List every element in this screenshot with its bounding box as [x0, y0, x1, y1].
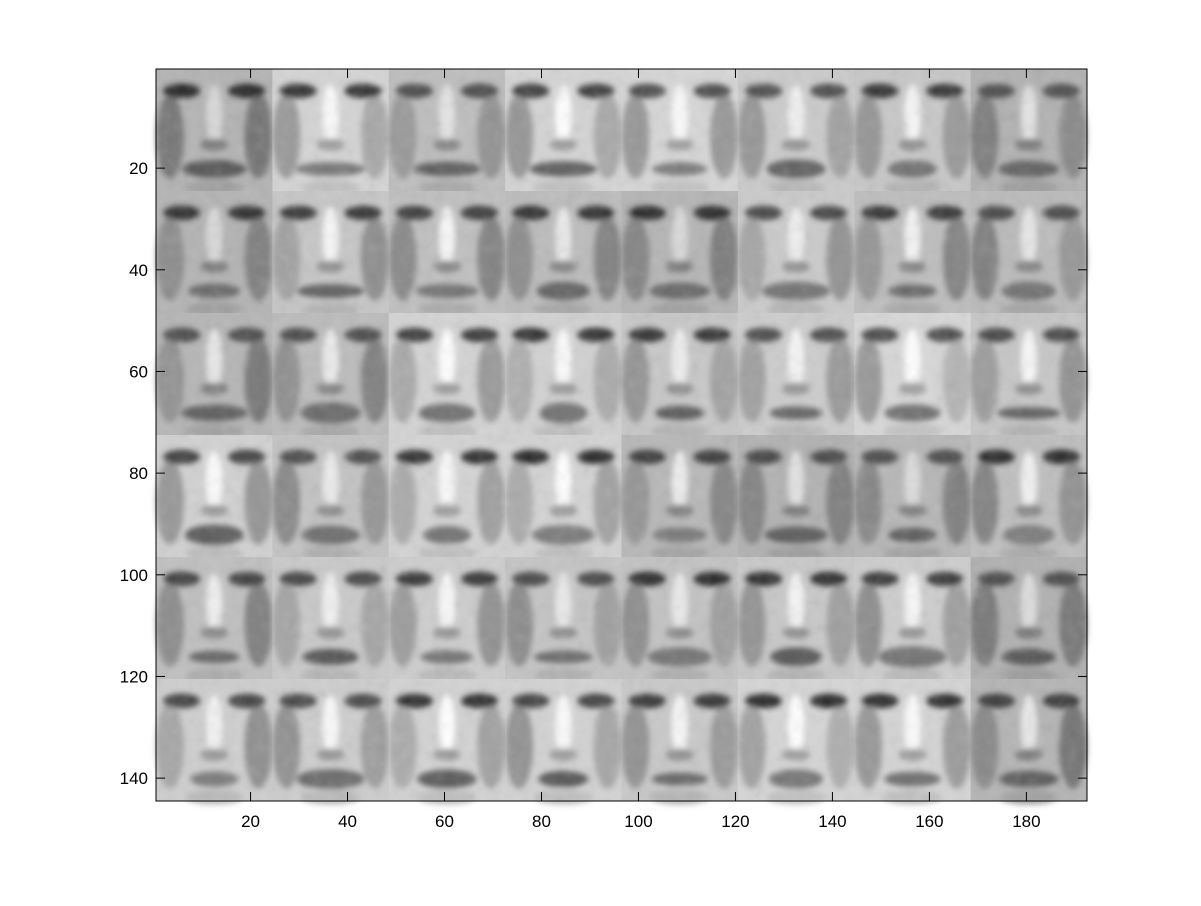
image-texture-overlay — [156, 69, 1087, 801]
x-tick-label: 120 — [721, 812, 749, 831]
x-tick-label: 180 — [1012, 812, 1040, 831]
x-tick-label: 140 — [818, 812, 846, 831]
axes-frame — [155, 68, 1088, 802]
x-tick-label: 80 — [532, 812, 551, 831]
y-tick-label: 60 — [129, 362, 148, 381]
y-tick-label: 80 — [129, 464, 148, 483]
x-axis-ticks: 20 40 60 80 100 120 140 160 180 — [241, 69, 1041, 831]
y-tick-label: 140 — [120, 769, 148, 788]
x-tick-label: 100 — [624, 812, 652, 831]
x-tick-label: 60 — [435, 812, 454, 831]
x-tick-label: 40 — [338, 812, 357, 831]
y-axis-ticks: 20 40 60 80 100 120 140 — [120, 159, 1087, 788]
y-tick-label: 120 — [120, 667, 148, 686]
y-tick-label: 20 — [129, 159, 148, 178]
y-tick-label: 40 — [129, 261, 148, 280]
y-tick-label: 100 — [120, 566, 148, 585]
x-tick-label: 160 — [915, 812, 943, 831]
x-tick-label: 20 — [241, 812, 260, 831]
